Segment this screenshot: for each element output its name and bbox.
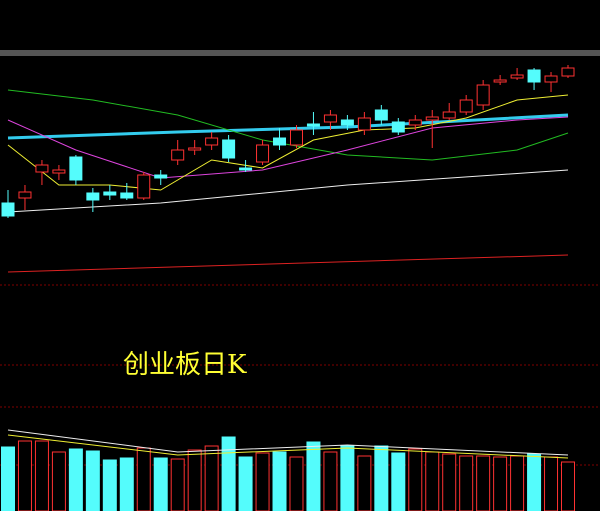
- chart-title: 创业板日K: [123, 350, 247, 380]
- candle-body: [408, 119, 422, 126]
- candle-body: [154, 174, 168, 179]
- volume-bar: [391, 452, 406, 511]
- volume-bar: [136, 447, 151, 511]
- candle-body: [323, 114, 337, 123]
- candle-body: [493, 79, 507, 83]
- candle-body: [35, 164, 49, 173]
- candle-body: [425, 116, 439, 121]
- moving-average: [7, 254, 569, 273]
- candle-body: [306, 123, 320, 127]
- volume-bar: [119, 457, 134, 511]
- candle-body: [239, 167, 253, 171]
- candle-body: [188, 147, 202, 151]
- volume-bar: [544, 456, 559, 511]
- candle-body: [205, 137, 219, 146]
- volume-bar: [272, 451, 287, 511]
- candle-body: [459, 99, 473, 113]
- volume-bar: [510, 455, 525, 511]
- moving-average: [7, 169, 569, 213]
- volume-bar: [561, 461, 575, 511]
- volume-bar: [187, 449, 202, 511]
- candle-body: [273, 137, 287, 146]
- volume-bar: [17, 440, 32, 511]
- volume-bar: [34, 440, 49, 511]
- candle-body: [120, 192, 134, 199]
- candle-body: [103, 191, 117, 196]
- volume-average: [7, 434, 569, 459]
- candle-body: [1, 202, 15, 217]
- candle-body: [340, 119, 354, 126]
- moving-average: [7, 89, 569, 161]
- volume-bar: [357, 455, 372, 511]
- candle-body: [18, 191, 32, 199]
- candle-body: [171, 149, 185, 161]
- moving-average: [7, 116, 569, 179]
- volume-bar: [374, 445, 389, 511]
- volume-bar: [459, 455, 474, 511]
- volume-bar: [255, 452, 270, 511]
- volume-bar: [493, 456, 508, 511]
- candle-body: [222, 139, 236, 159]
- volume-bar: [221, 436, 236, 511]
- volume-bar: [153, 457, 168, 511]
- volume-bar: [51, 451, 66, 511]
- volume-bar: [527, 453, 542, 511]
- volume-bar: [170, 458, 185, 511]
- candle-body: [256, 144, 270, 163]
- volume-bar: [102, 459, 117, 511]
- candle-body: [86, 192, 100, 201]
- volume-bar: [1, 446, 15, 511]
- candle-body: [137, 174, 151, 199]
- candle-body: [289, 129, 303, 146]
- volume-bar: [442, 453, 457, 511]
- volume-bar: [425, 451, 440, 511]
- volume-bar: [476, 455, 491, 511]
- candle-body: [510, 74, 524, 79]
- candle-body: [527, 69, 541, 83]
- volume-bar: [85, 450, 100, 511]
- volume-bar: [204, 445, 219, 511]
- volume-bar: [340, 445, 355, 511]
- candle-body: [561, 67, 575, 77]
- candle-body: [391, 121, 405, 133]
- volume-bar: [238, 456, 253, 511]
- volume-average: [7, 429, 569, 456]
- candle-body: [544, 75, 558, 83]
- moving-average: [7, 113, 569, 140]
- candle-body: [69, 156, 83, 181]
- volume-bar: [68, 448, 83, 511]
- top-bar: [0, 50, 600, 56]
- candle-body: [476, 84, 490, 106]
- candle-body: [374, 109, 388, 121]
- candle-body: [357, 117, 371, 131]
- volume-bar: [408, 448, 423, 511]
- volume-bar: [323, 451, 338, 511]
- volume-bar: [289, 456, 304, 511]
- volume-bar: [306, 441, 321, 511]
- candle-body: [52, 169, 66, 174]
- candle-body: [442, 111, 456, 119]
- moving-average: [7, 94, 569, 191]
